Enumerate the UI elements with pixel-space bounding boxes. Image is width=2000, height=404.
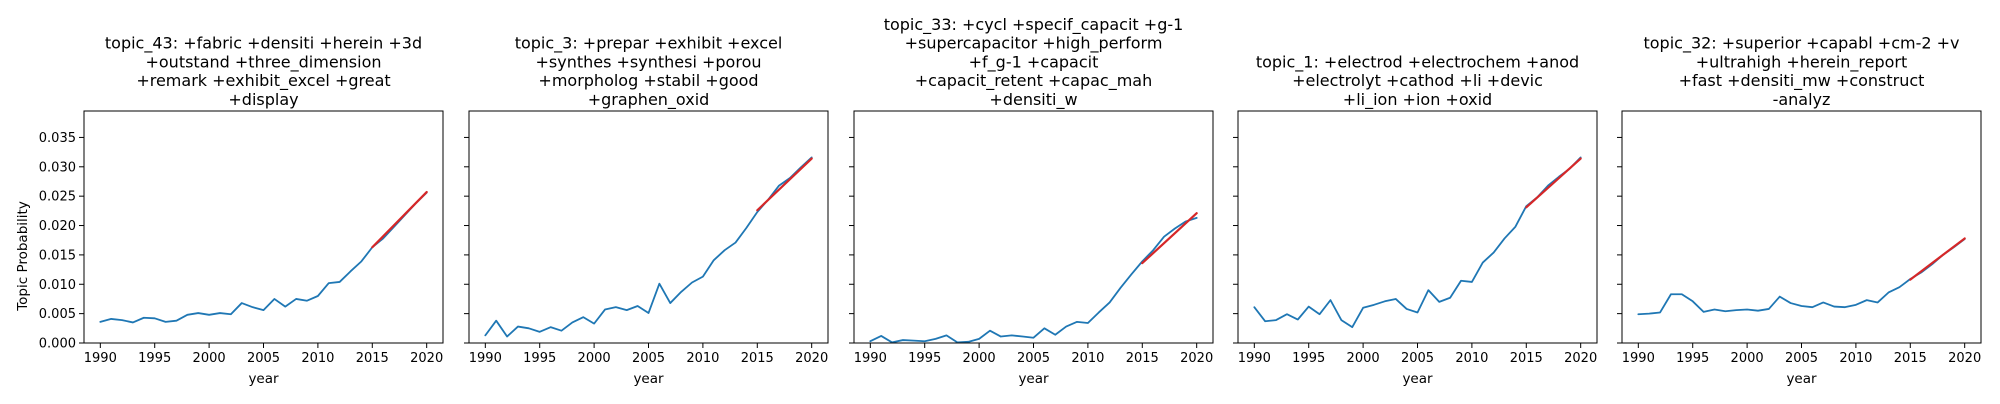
trend-line	[756, 157, 813, 212]
y-tick-label: 0.000	[39, 337, 76, 352]
x-tick-label: 2005	[1401, 351, 1434, 366]
x-tick-label: 1995	[1292, 351, 1325, 366]
x-tick-label: 1990	[1622, 351, 1655, 366]
subplot-3: topic_33: +cycl +specif_capacit +g-1+sup…	[849, 15, 1214, 387]
chart-title-line: +fast +densiti_mw +construct	[1679, 71, 1925, 91]
x-axis-label: year	[1786, 371, 1817, 387]
y-tick-label: 0.030	[39, 160, 76, 175]
x-tick-label: 2005	[1017, 351, 1050, 366]
chart-title-line: +remark +exhibit_excel +great	[136, 71, 390, 91]
plot-frame	[1237, 110, 1598, 344]
x-tick-label: 1990	[84, 351, 117, 366]
plot-frame	[468, 110, 829, 344]
y-tick-label: 0.020	[39, 219, 76, 234]
subplot-5: topic_32: +superior +capabl +cm-2 +v+ult…	[1617, 34, 1982, 387]
plot-frame	[1621, 110, 1982, 344]
chart-title-line: topic_33: +cycl +specif_capacit +g-1	[884, 15, 1184, 35]
chart-title-line: +electrolyt +cathod +li +devic	[1292, 71, 1543, 90]
chart-title-line: +capacit_retent +capac_mah	[915, 71, 1152, 91]
y-tick-label: 0.035	[39, 131, 76, 146]
chart-title-line: +graphen_oxid	[588, 90, 710, 110]
chart-title-line: +li_ion +ion +oxid	[1343, 90, 1492, 110]
y-tick-label: 0.025	[39, 190, 76, 205]
x-tick-label: 2020	[410, 351, 443, 366]
x-tick-label: 1995	[1676, 351, 1709, 366]
x-tick-label: 1990	[1238, 351, 1271, 366]
x-tick-label: 2005	[247, 351, 280, 366]
plot-frame	[853, 110, 1214, 344]
y-tick-label: 0.015	[39, 248, 76, 263]
chart-title-line: +ultrahigh +herein_report	[1696, 52, 1908, 72]
x-tick-label: 2015	[356, 351, 389, 366]
chart-title-line: topic_43: +fabric +densiti +herein +3d	[105, 34, 422, 54]
chart-title-line: +morpholog +stabil +good	[538, 71, 758, 90]
subplot-2: topic_3: +prepar +exhibit +excel+synthes…	[464, 34, 829, 387]
x-tick-label: 1995	[523, 351, 556, 366]
chart-title-line: +f_g-1 +capacit	[969, 52, 1099, 72]
x-tick-label: 2015	[1894, 351, 1927, 366]
x-tick-label: 2000	[193, 351, 226, 366]
chart-title-line: +synthes +synthesi +porou	[535, 52, 761, 71]
x-tick-label: 2010	[1839, 351, 1872, 366]
x-tick-label: 2000	[1731, 351, 1764, 366]
subplot-4: topic_1: +electrod +electrochem +anod+el…	[1233, 52, 1598, 387]
x-tick-label: 2015	[1510, 351, 1543, 366]
x-tick-label: 2010	[1455, 351, 1488, 366]
series-line	[484, 156, 813, 338]
x-axis-label: year	[633, 371, 664, 387]
x-tick-label: 1995	[908, 351, 941, 366]
subplot-1: topic_43: +fabric +densiti +herein +3d+o…	[39, 34, 444, 387]
x-tick-label: 1990	[469, 351, 502, 366]
x-tick-label: 2000	[963, 351, 996, 366]
chart-title-line: -analyz	[1773, 90, 1831, 109]
series-line	[99, 191, 428, 324]
x-tick-label: 2005	[632, 351, 665, 366]
trend-line	[1909, 237, 1966, 281]
y-tick-label: 0.010	[39, 278, 76, 293]
x-tick-label: 2020	[1948, 351, 1981, 366]
x-tick-label: 2020	[1180, 351, 1213, 366]
x-tick-label: 1990	[854, 351, 887, 366]
x-tick-label: 2000	[578, 351, 611, 366]
x-axis-label: year	[1018, 371, 1049, 387]
x-axis-label: year	[1402, 371, 1433, 387]
chart-title-line: +display	[228, 90, 298, 109]
trend-line	[371, 190, 428, 249]
y-tick-label: 0.005	[39, 307, 76, 322]
x-tick-label: 2020	[795, 351, 828, 366]
series-line	[1253, 156, 1582, 329]
x-axis-label: year	[248, 371, 279, 387]
series-line	[869, 216, 1198, 344]
chart-title-line: +outstand +three_dimension	[145, 52, 381, 72]
x-tick-label: 2010	[1071, 351, 1104, 366]
trend-line	[1525, 157, 1582, 209]
x-tick-label: 1995	[138, 351, 171, 366]
x-tick-label: 2005	[1785, 351, 1818, 366]
trend-line	[1141, 212, 1198, 265]
x-tick-label: 2010	[686, 351, 719, 366]
plot-frame	[83, 110, 444, 344]
y-axis-label: Topic Probability	[15, 201, 31, 312]
x-tick-label: 2000	[1347, 351, 1380, 366]
x-tick-label: 2010	[301, 351, 334, 366]
chart-title-line: topic_1: +electrod +electrochem +anod	[1256, 52, 1579, 72]
x-tick-label: 2020	[1564, 351, 1597, 366]
x-tick-label: 2015	[1126, 351, 1159, 366]
chart-title-line: +supercapacitor +high_perform	[905, 34, 1163, 54]
chart-title-line: topic_32: +superior +capabl +cm-2 +v	[1643, 34, 1959, 54]
chart-title-line: +densiti_w	[989, 90, 1077, 110]
chart-title-line: topic_3: +prepar +exhibit +excel	[515, 34, 783, 54]
x-tick-label: 2015	[741, 351, 774, 366]
